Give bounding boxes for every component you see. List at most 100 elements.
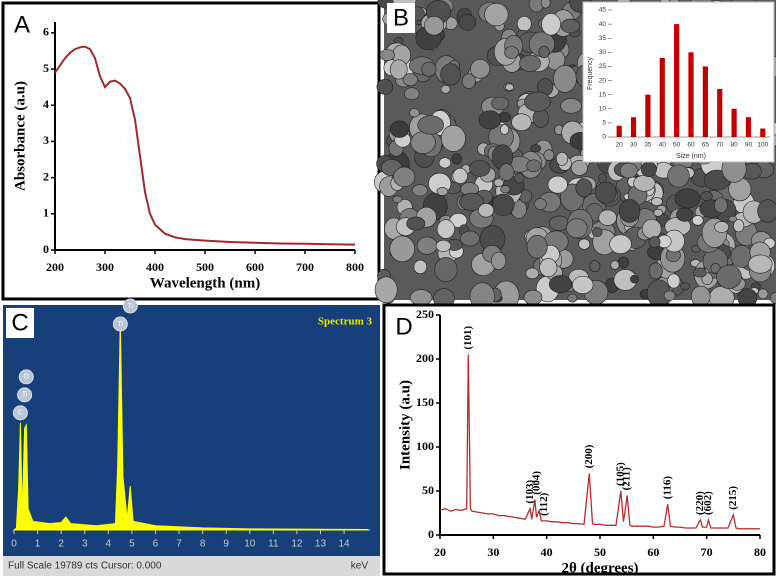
x-tick-label: 40: [541, 545, 553, 559]
grain: [526, 159, 542, 173]
grain: [633, 175, 656, 192]
grain: [714, 221, 730, 233]
grain: [440, 125, 466, 152]
x-axis-title: 2θ (degrees): [561, 560, 638, 576]
grain: [567, 293, 578, 303]
footer: Full Scale 19789 cts Cursor: 0.000: [8, 561, 162, 572]
grain: [514, 172, 525, 184]
grain: [374, 276, 398, 304]
x-tick-label: 200: [46, 260, 64, 274]
x-tick-label: 20: [616, 142, 624, 149]
peak-label: Ti: [118, 321, 124, 328]
y-tick-label: 40: [599, 21, 607, 28]
grain: [500, 124, 510, 135]
grain: [462, 73, 476, 89]
bar: [717, 89, 723, 137]
bar: [760, 128, 766, 137]
grain: [547, 175, 568, 194]
grain: [591, 227, 603, 237]
grain: [728, 215, 738, 223]
grain: [619, 162, 638, 179]
grain: [409, 108, 420, 118]
x-tick-label: 400: [146, 260, 164, 274]
grain: [413, 259, 428, 275]
data-line: [54, 45, 356, 246]
grain: [500, 185, 511, 194]
bar: [645, 94, 651, 137]
grain: [578, 238, 591, 250]
grain: [392, 195, 403, 204]
x-tick-label: 7: [176, 539, 182, 550]
x-tick-label: 6: [153, 539, 159, 550]
grain: [417, 115, 444, 135]
grain: [409, 289, 433, 306]
y-tick-label: 3: [43, 133, 49, 147]
grain: [493, 178, 504, 188]
x-tick-label: 14: [339, 539, 351, 550]
x-tick-label: 1: [35, 539, 41, 550]
bar: [659, 57, 665, 137]
bar: [688, 52, 694, 138]
grain: [541, 13, 561, 36]
grain: [540, 0, 551, 9]
grain: [505, 83, 514, 91]
peak-label-bubble: [112, 316, 128, 332]
grain: [575, 178, 593, 198]
grain: [492, 193, 515, 216]
peak-label: C: [18, 410, 23, 417]
grain: [484, 3, 509, 27]
grain: [548, 215, 570, 231]
grain: [379, 49, 395, 61]
bar: [731, 108, 737, 137]
grain: [757, 288, 769, 299]
x-tick-label: 60: [687, 142, 695, 149]
peak-label: O: [24, 374, 30, 381]
x-tick-label: 40: [659, 142, 667, 149]
grain: [693, 267, 707, 278]
peak-label: (116): [661, 476, 673, 500]
grain: [598, 173, 608, 184]
x-tick-label: 70: [716, 142, 724, 149]
grain: [459, 192, 485, 211]
grain: [406, 216, 426, 231]
y-tick-label: 25: [599, 63, 607, 70]
grain: [733, 219, 745, 233]
data-line: [439, 354, 760, 530]
grain: [438, 157, 452, 169]
x-tick-label: 100: [757, 142, 768, 149]
grain: [516, 15, 532, 32]
x-tick-label: 30: [487, 545, 499, 559]
grain: [435, 239, 452, 252]
y-tick-label: 1: [43, 206, 49, 220]
grain: [539, 258, 558, 278]
spectrum-title: Spectrum 3: [318, 316, 373, 328]
x-tick-label: 2: [58, 539, 64, 550]
grain: [674, 188, 701, 209]
grain: [376, 79, 394, 95]
y-tick-label: 10: [599, 105, 607, 112]
panel-label-box: [8, 10, 36, 40]
peak-label: (220): [694, 491, 706, 515]
grain: [451, 153, 462, 165]
peak-label: (004): [531, 471, 543, 495]
bar: [745, 117, 752, 137]
y-tick-label: 0: [428, 527, 434, 541]
grain: [410, 131, 436, 154]
panel-label-box: [387, 3, 415, 33]
y-tick-label: 100: [416, 439, 434, 453]
grain: [691, 215, 704, 226]
grain: [680, 282, 691, 290]
grain: [630, 274, 639, 284]
panel-label: A: [14, 11, 30, 38]
panel-label: C: [11, 309, 28, 336]
peak-label: (200): [583, 444, 595, 468]
grain: [653, 208, 663, 217]
grain: [748, 254, 773, 274]
grain: [716, 264, 742, 289]
peak-label-bubble: [122, 298, 138, 314]
x-tick-label: 700: [296, 260, 314, 274]
grain: [609, 234, 632, 254]
y-tick-label: 4: [43, 97, 49, 111]
x-tick-label: 600: [246, 260, 264, 274]
grain: [538, 46, 550, 58]
